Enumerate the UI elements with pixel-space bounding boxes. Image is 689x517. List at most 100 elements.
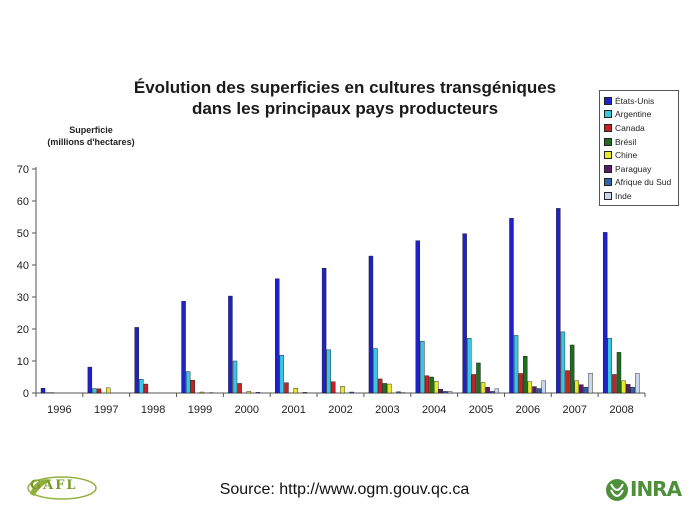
bar-inde-2008 xyxy=(635,373,640,394)
bar--tats-unis-2007 xyxy=(556,208,561,394)
legend-item: Inde xyxy=(604,189,676,203)
bar-afrique-du-sud-2006 xyxy=(536,388,542,394)
bar-chine-2006 xyxy=(527,381,533,394)
legend-item: Argentine xyxy=(604,108,676,122)
bar-argentine-1999 xyxy=(185,371,191,394)
legend-label: Argentine xyxy=(615,109,652,120)
bar--tats-unis-1996 xyxy=(40,388,46,394)
bar-paraguay-2004 xyxy=(438,388,443,394)
bar-canada-2007 xyxy=(565,370,570,394)
bar-afrique-du-sud-2003 xyxy=(396,391,401,394)
legend-item: Paraguay xyxy=(604,162,676,176)
bar-canada-2002 xyxy=(331,381,336,394)
bar-paraguay-2007 xyxy=(579,384,584,394)
legend-label: Chine xyxy=(615,150,638,161)
x-tick-label: 2003 xyxy=(375,404,399,416)
bar--tats-unis-2006 xyxy=(509,218,514,394)
bar-inde-2004 xyxy=(447,391,453,394)
bar-canada-2004 xyxy=(424,375,430,394)
y-axis-label-line-2: (millions d'hectares) xyxy=(47,137,135,147)
bar-argentine-1998 xyxy=(139,379,144,394)
bar--tats-unis-2008 xyxy=(602,232,608,394)
bar--tats-unis-2003 xyxy=(368,255,374,394)
bar-argentine-1997 xyxy=(92,388,97,394)
bar-br-sil-2006 xyxy=(523,356,528,394)
legend-swatch xyxy=(604,178,612,187)
bar-afrique-du-sud-2004 xyxy=(443,391,448,394)
bar--tats-unis-1999 xyxy=(181,300,186,394)
bar-argentine-2003 xyxy=(373,348,378,394)
bar-canada-1997 xyxy=(96,388,102,394)
bar-chine-1997 xyxy=(106,387,111,394)
y-axis-label: Superficie (millions d'hectares) xyxy=(36,124,146,148)
legend-swatch xyxy=(604,137,612,146)
bar-chine-2003 xyxy=(387,383,392,394)
legend-swatch xyxy=(604,96,612,105)
y-tick-label: 20 xyxy=(17,324,29,336)
bar-chine-2005 xyxy=(480,382,486,394)
gafl-leaf-icon xyxy=(27,476,97,500)
x-tick-label: 1996 xyxy=(47,404,71,416)
bar-chart: 0 10 20 30 40 50 60 70 1996 1997 1998 1999 2000 2001 2… xyxy=(17,164,646,416)
bar-chine-2002 xyxy=(340,386,345,394)
bar-canada-1998 xyxy=(143,383,149,394)
bar-afrique-du-sud-2001 xyxy=(302,392,308,394)
legend-item: Canada xyxy=(604,121,676,135)
bar-paraguay-2006 xyxy=(532,386,537,394)
chart-title-line-1: Évolution des superficies en cultures tr… xyxy=(133,78,557,97)
x-tick-label: 2007 xyxy=(562,404,586,416)
bar-canada-2000 xyxy=(237,383,242,394)
legend-item: Chine xyxy=(604,148,676,162)
bar--tats-unis-1998 xyxy=(134,327,139,394)
legend-label: Inde xyxy=(615,190,632,201)
bar-chine-2007 xyxy=(574,380,579,394)
bar-paraguay-2008 xyxy=(625,384,631,394)
bar-argentine-2006 xyxy=(513,335,519,394)
bar-paraguay-2005 xyxy=(485,387,490,394)
y-axis-label-line-1: Superficie xyxy=(69,125,113,135)
legend-label: États-Unis xyxy=(615,95,655,106)
bar-argentine-2002 xyxy=(326,349,331,394)
legend-label: Paraguay xyxy=(615,163,652,174)
y-tick-label: 60 xyxy=(17,196,29,208)
bar-inde-2007 xyxy=(588,372,593,394)
legend-item: Afrique du Sud xyxy=(604,176,676,190)
bar-canada-1999 xyxy=(190,380,195,394)
bar-chine-2008 xyxy=(621,380,626,394)
bar-afrique-du-sud-2008 xyxy=(630,387,635,394)
y-tick-label: 30 xyxy=(17,292,29,304)
gafl-logo: GAFL xyxy=(22,470,102,506)
legend-item: États-Unis xyxy=(604,94,676,108)
x-tick-label: 1999 xyxy=(188,404,212,416)
legend-item: Brésil xyxy=(604,135,676,149)
chart-title: Évolution des superficies en cultures tr… xyxy=(95,77,595,119)
x-tick-label: 2006 xyxy=(516,404,540,416)
x-tick-label: 2005 xyxy=(469,404,493,416)
bar-inde-2005 xyxy=(494,388,500,394)
y-tick-label: 40 xyxy=(17,260,29,272)
bar-br-sil-2005 xyxy=(476,362,481,394)
bar-br-sil-2003 xyxy=(382,383,387,394)
bar-argentine-2008 xyxy=(607,338,612,394)
bar-chine-1999 xyxy=(199,391,205,394)
legend-swatch xyxy=(604,164,612,173)
legend-label: Afrique du Sud xyxy=(615,177,672,188)
x-tick-label: 1998 xyxy=(141,404,165,416)
legend-swatch xyxy=(604,151,612,160)
inra-logo-text: INRA xyxy=(630,477,682,501)
bar-canada-2006 xyxy=(518,373,523,394)
inra-logo: INRA xyxy=(604,474,684,506)
legend: États-Unis Argentine Canada Brésil Chine Para… xyxy=(599,90,679,206)
bar-afrique-du-sud-2005 xyxy=(490,391,495,394)
bar-canada-2001 xyxy=(284,382,289,394)
bar-afrique-du-sud-2002 xyxy=(349,391,354,394)
bar-canada-2008 xyxy=(612,374,617,394)
legend-swatch xyxy=(604,110,612,119)
bar-argentine-2004 xyxy=(420,340,425,394)
y-tick-label: 0 xyxy=(23,388,29,400)
bar-argentine-2001 xyxy=(279,355,285,394)
bar--tats-unis-2001 xyxy=(275,278,280,394)
bar-chine-2000 xyxy=(246,391,252,394)
bar-br-sil-2008 xyxy=(616,352,622,394)
inra-leaf-icon xyxy=(606,479,628,501)
